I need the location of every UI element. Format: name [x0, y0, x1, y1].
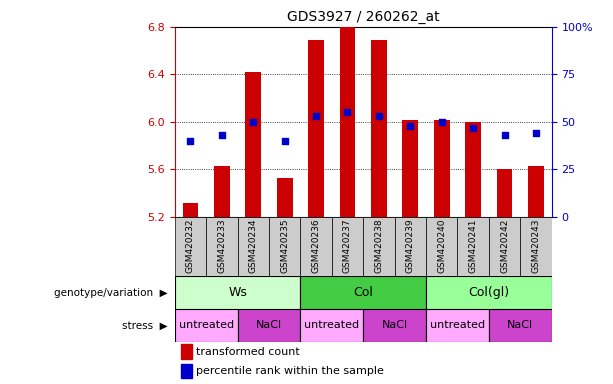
Bar: [426, 276, 552, 309]
Point: [248, 119, 258, 125]
Text: genotype/variation  ▶: genotype/variation ▶: [53, 288, 167, 298]
Bar: [363, 217, 395, 276]
Point: [405, 122, 415, 129]
Text: GSM420237: GSM420237: [343, 219, 352, 273]
Text: GSM420239: GSM420239: [406, 219, 415, 273]
Text: stress  ▶: stress ▶: [121, 320, 167, 331]
Bar: [520, 217, 552, 276]
Bar: [300, 276, 426, 309]
Bar: [181, 344, 192, 359]
Point: [217, 132, 227, 138]
Text: Col(gl): Col(gl): [468, 286, 509, 299]
Text: untreated: untreated: [430, 320, 485, 331]
Point: [500, 132, 509, 138]
Text: percentile rank within the sample: percentile rank within the sample: [196, 366, 384, 376]
Bar: [489, 217, 520, 276]
Text: NaCl: NaCl: [507, 320, 533, 331]
Text: GSM420236: GSM420236: [311, 219, 321, 273]
Bar: [465, 122, 481, 217]
Point: [374, 113, 384, 119]
Text: GSM420243: GSM420243: [531, 219, 541, 273]
Bar: [340, 27, 356, 217]
Bar: [332, 217, 363, 276]
Bar: [269, 217, 300, 276]
Bar: [300, 309, 363, 342]
Text: GSM420233: GSM420233: [218, 219, 226, 273]
Point: [468, 124, 478, 131]
Bar: [371, 40, 387, 217]
Bar: [175, 276, 300, 309]
Text: GSM420240: GSM420240: [437, 219, 446, 273]
Bar: [183, 203, 198, 217]
Bar: [497, 169, 512, 217]
Text: GSM420234: GSM420234: [249, 219, 257, 273]
Text: NaCl: NaCl: [256, 320, 282, 331]
Bar: [238, 309, 300, 342]
Bar: [403, 119, 418, 217]
Bar: [300, 217, 332, 276]
Bar: [528, 166, 544, 217]
Text: NaCl: NaCl: [381, 320, 408, 331]
Bar: [457, 217, 489, 276]
Bar: [277, 178, 292, 217]
Bar: [206, 217, 237, 276]
Text: untreated: untreated: [178, 320, 234, 331]
Point: [343, 109, 352, 116]
Bar: [238, 217, 269, 276]
Text: GSM420238: GSM420238: [375, 219, 383, 273]
Bar: [308, 40, 324, 217]
Text: Ws: Ws: [228, 286, 247, 299]
Bar: [214, 166, 230, 217]
Text: GSM420232: GSM420232: [186, 219, 195, 273]
Text: GSM420241: GSM420241: [469, 219, 478, 273]
Point: [311, 113, 321, 119]
Point: [437, 119, 447, 125]
Bar: [426, 309, 489, 342]
Text: transformed count: transformed count: [196, 347, 300, 357]
Point: [186, 138, 196, 144]
Bar: [181, 364, 192, 378]
Point: [280, 138, 289, 144]
Bar: [395, 217, 426, 276]
Bar: [434, 119, 449, 217]
Bar: [175, 309, 238, 342]
Text: untreated: untreated: [304, 320, 359, 331]
Bar: [426, 217, 457, 276]
Title: GDS3927 / 260262_at: GDS3927 / 260262_at: [287, 10, 440, 25]
Point: [531, 130, 541, 136]
Bar: [489, 309, 552, 342]
Bar: [363, 309, 426, 342]
Text: GSM420242: GSM420242: [500, 219, 509, 273]
Text: Col: Col: [353, 286, 373, 299]
Bar: [245, 72, 261, 217]
Bar: [175, 217, 206, 276]
Text: GSM420235: GSM420235: [280, 219, 289, 273]
